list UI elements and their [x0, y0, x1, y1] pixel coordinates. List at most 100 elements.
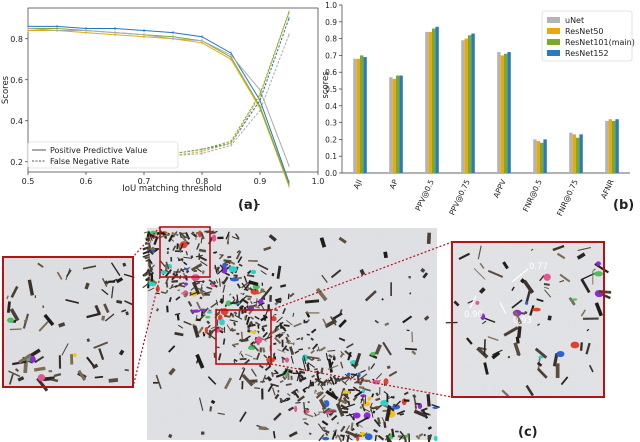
- debris-particle: [316, 370, 320, 375]
- debris-particle: [543, 282, 550, 286]
- debris-particle: [317, 359, 321, 361]
- debris-particle: [172, 234, 176, 238]
- debris-particle: [65, 268, 71, 281]
- debris-particle: [341, 380, 347, 386]
- debris-particle: [93, 341, 109, 349]
- debris-particle: [267, 384, 274, 393]
- debris-particle: [142, 246, 150, 251]
- debris-particle: [168, 296, 172, 303]
- debris-particle: [325, 353, 329, 361]
- debris-particle: [396, 409, 406, 415]
- debris-particle: [304, 299, 320, 304]
- debris-particle: [376, 417, 381, 425]
- debris-particle: [347, 388, 356, 391]
- category-label: FNR@0.5: [521, 178, 544, 213]
- debris-particle: [121, 309, 127, 313]
- debris-particle: [222, 338, 226, 345]
- debris-particle: [372, 410, 376, 414]
- debris-particle: [183, 256, 193, 259]
- debris-particle: [483, 339, 486, 355]
- debris-particle: [221, 280, 225, 285]
- debris-particle: [382, 341, 392, 356]
- debris-particle: [148, 265, 154, 271]
- debris-particle: [236, 294, 239, 301]
- debris-particle: [346, 434, 350, 442]
- debris-particle: [173, 271, 181, 273]
- debris-particle: [487, 336, 499, 341]
- debris-particle: [390, 396, 395, 399]
- debris-particle: [481, 320, 487, 325]
- debris-particle: [501, 389, 510, 398]
- debris-particle: [82, 265, 97, 270]
- debris-particle: [358, 377, 365, 386]
- debris-particle: [171, 280, 178, 283]
- debris-particle: [200, 260, 208, 267]
- bar-FNR@0.5-uNet: [533, 139, 537, 173]
- debris-particle: [172, 273, 176, 276]
- debris-particle: [77, 369, 87, 381]
- debris-particle: [336, 421, 339, 425]
- debris-particle: [233, 321, 236, 326]
- debris-particle: [181, 232, 186, 235]
- debris-particle: [319, 346, 326, 352]
- debris-particle: [288, 369, 293, 374]
- y-tick-label-a: 0.4: [10, 117, 23, 126]
- debris-particle: [200, 310, 204, 317]
- debris-particle: [422, 272, 429, 279]
- debris-particle: [219, 326, 224, 331]
- debris-particle: [148, 259, 153, 264]
- debris-particle: [8, 370, 21, 378]
- debris-particle: [275, 373, 285, 378]
- debris-particle: [374, 405, 380, 409]
- segmented-particle: [247, 346, 256, 351]
- debris-particle: [424, 412, 430, 416]
- debris-particle: [166, 305, 169, 313]
- debris-particle: [547, 315, 552, 321]
- debris-particle: [325, 389, 339, 401]
- debris-particle: [283, 324, 290, 327]
- legend-swatch: [547, 50, 560, 56]
- caption-a-box: (a): [238, 198, 259, 213]
- debris-particle: [373, 355, 378, 359]
- debris-particle: [149, 238, 152, 243]
- segmented-particle: [225, 300, 232, 307]
- debris-particle: [239, 350, 242, 355]
- debris-particle: [383, 421, 387, 428]
- bar-APPV-ResNet152: [507, 52, 511, 173]
- debris-particle: [362, 387, 371, 392]
- segmented-particle: [230, 277, 239, 282]
- bar-AP-uNet: [389, 77, 393, 173]
- debris-particle: [274, 336, 282, 345]
- x-tick-label-a: 0.5: [22, 177, 35, 186]
- debris-particle: [403, 391, 409, 396]
- debris-particle: [274, 393, 280, 400]
- debris-particle: [236, 249, 241, 254]
- debris-particle: [178, 284, 186, 288]
- debris-particle: [233, 342, 239, 346]
- debris-particle: [577, 246, 591, 251]
- debris-particle: [559, 273, 571, 283]
- debris-particle: [209, 230, 218, 235]
- debris-particle: [293, 390, 300, 399]
- debris-particle: [215, 279, 219, 284]
- debris-particle: [418, 433, 424, 438]
- debris-particle: [195, 231, 198, 241]
- debris-particle: [247, 323, 256, 328]
- debris-particle: [286, 392, 291, 397]
- annotation-093: 0.93: [513, 316, 532, 326]
- debris-particle: [228, 264, 232, 269]
- debris-particle: [192, 325, 200, 338]
- debris-particle: [200, 237, 203, 244]
- debris-particle: [427, 434, 432, 440]
- debris-particle: [166, 251, 169, 255]
- debris-particle: [146, 245, 150, 253]
- debris-particle: [332, 312, 343, 320]
- debris-particle: [315, 343, 318, 347]
- debris-particle: [292, 312, 295, 317]
- debris-particle: [170, 284, 174, 288]
- legend-entry-b: ResNet101(main): [565, 38, 635, 47]
- segmented-particle: [556, 350, 565, 358]
- debris-particle: [227, 255, 232, 259]
- debris-particle: [270, 383, 279, 388]
- debris-particle: [56, 271, 63, 280]
